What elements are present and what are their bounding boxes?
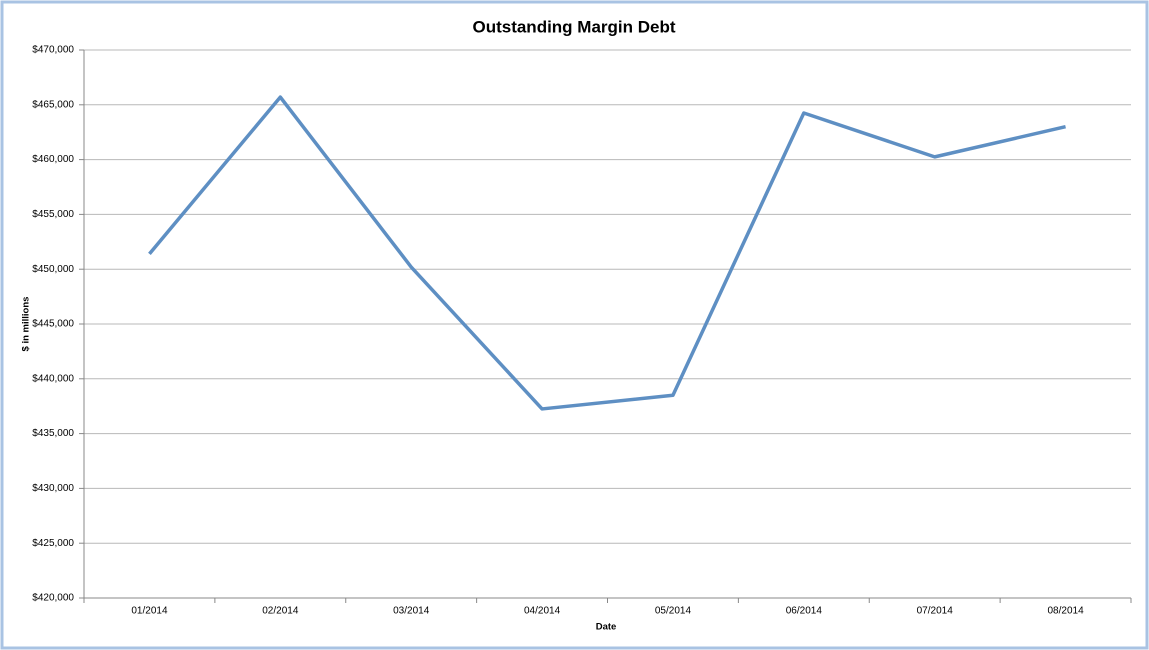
y-tick-label: $455,000 (32, 209, 74, 220)
y-tick-label: $460,000 (32, 154, 74, 165)
x-tick-label: 06/2014 (786, 606, 823, 617)
x-tick-label: 03/2014 (393, 606, 430, 617)
y-axis-title: $ in millions (21, 297, 32, 352)
x-tick-label: 08/2014 (1047, 606, 1084, 617)
y-tick-label: $440,000 (32, 373, 74, 384)
x-tick-label: 07/2014 (917, 606, 954, 617)
y-tick-label: $445,000 (32, 319, 74, 330)
y-tick-label: $435,000 (32, 428, 74, 439)
x-tick-label: 05/2014 (655, 606, 692, 617)
y-tick-label: $420,000 (32, 593, 74, 604)
y-tick-label: $470,000 (32, 45, 74, 56)
chart-title: Outstanding Margin Debt (472, 17, 675, 36)
x-tick-label: 04/2014 (524, 606, 561, 617)
x-tick-label: 02/2014 (262, 606, 299, 617)
y-tick-label: $430,000 (32, 483, 74, 494)
y-tick-label: $450,000 (32, 264, 74, 275)
y-tick-label: $425,000 (32, 538, 74, 549)
y-tick-label: $465,000 (32, 99, 74, 110)
x-axis-title: Date (596, 622, 617, 633)
x-tick-label: 01/2014 (131, 606, 168, 617)
data-line (148, 95, 1066, 411)
